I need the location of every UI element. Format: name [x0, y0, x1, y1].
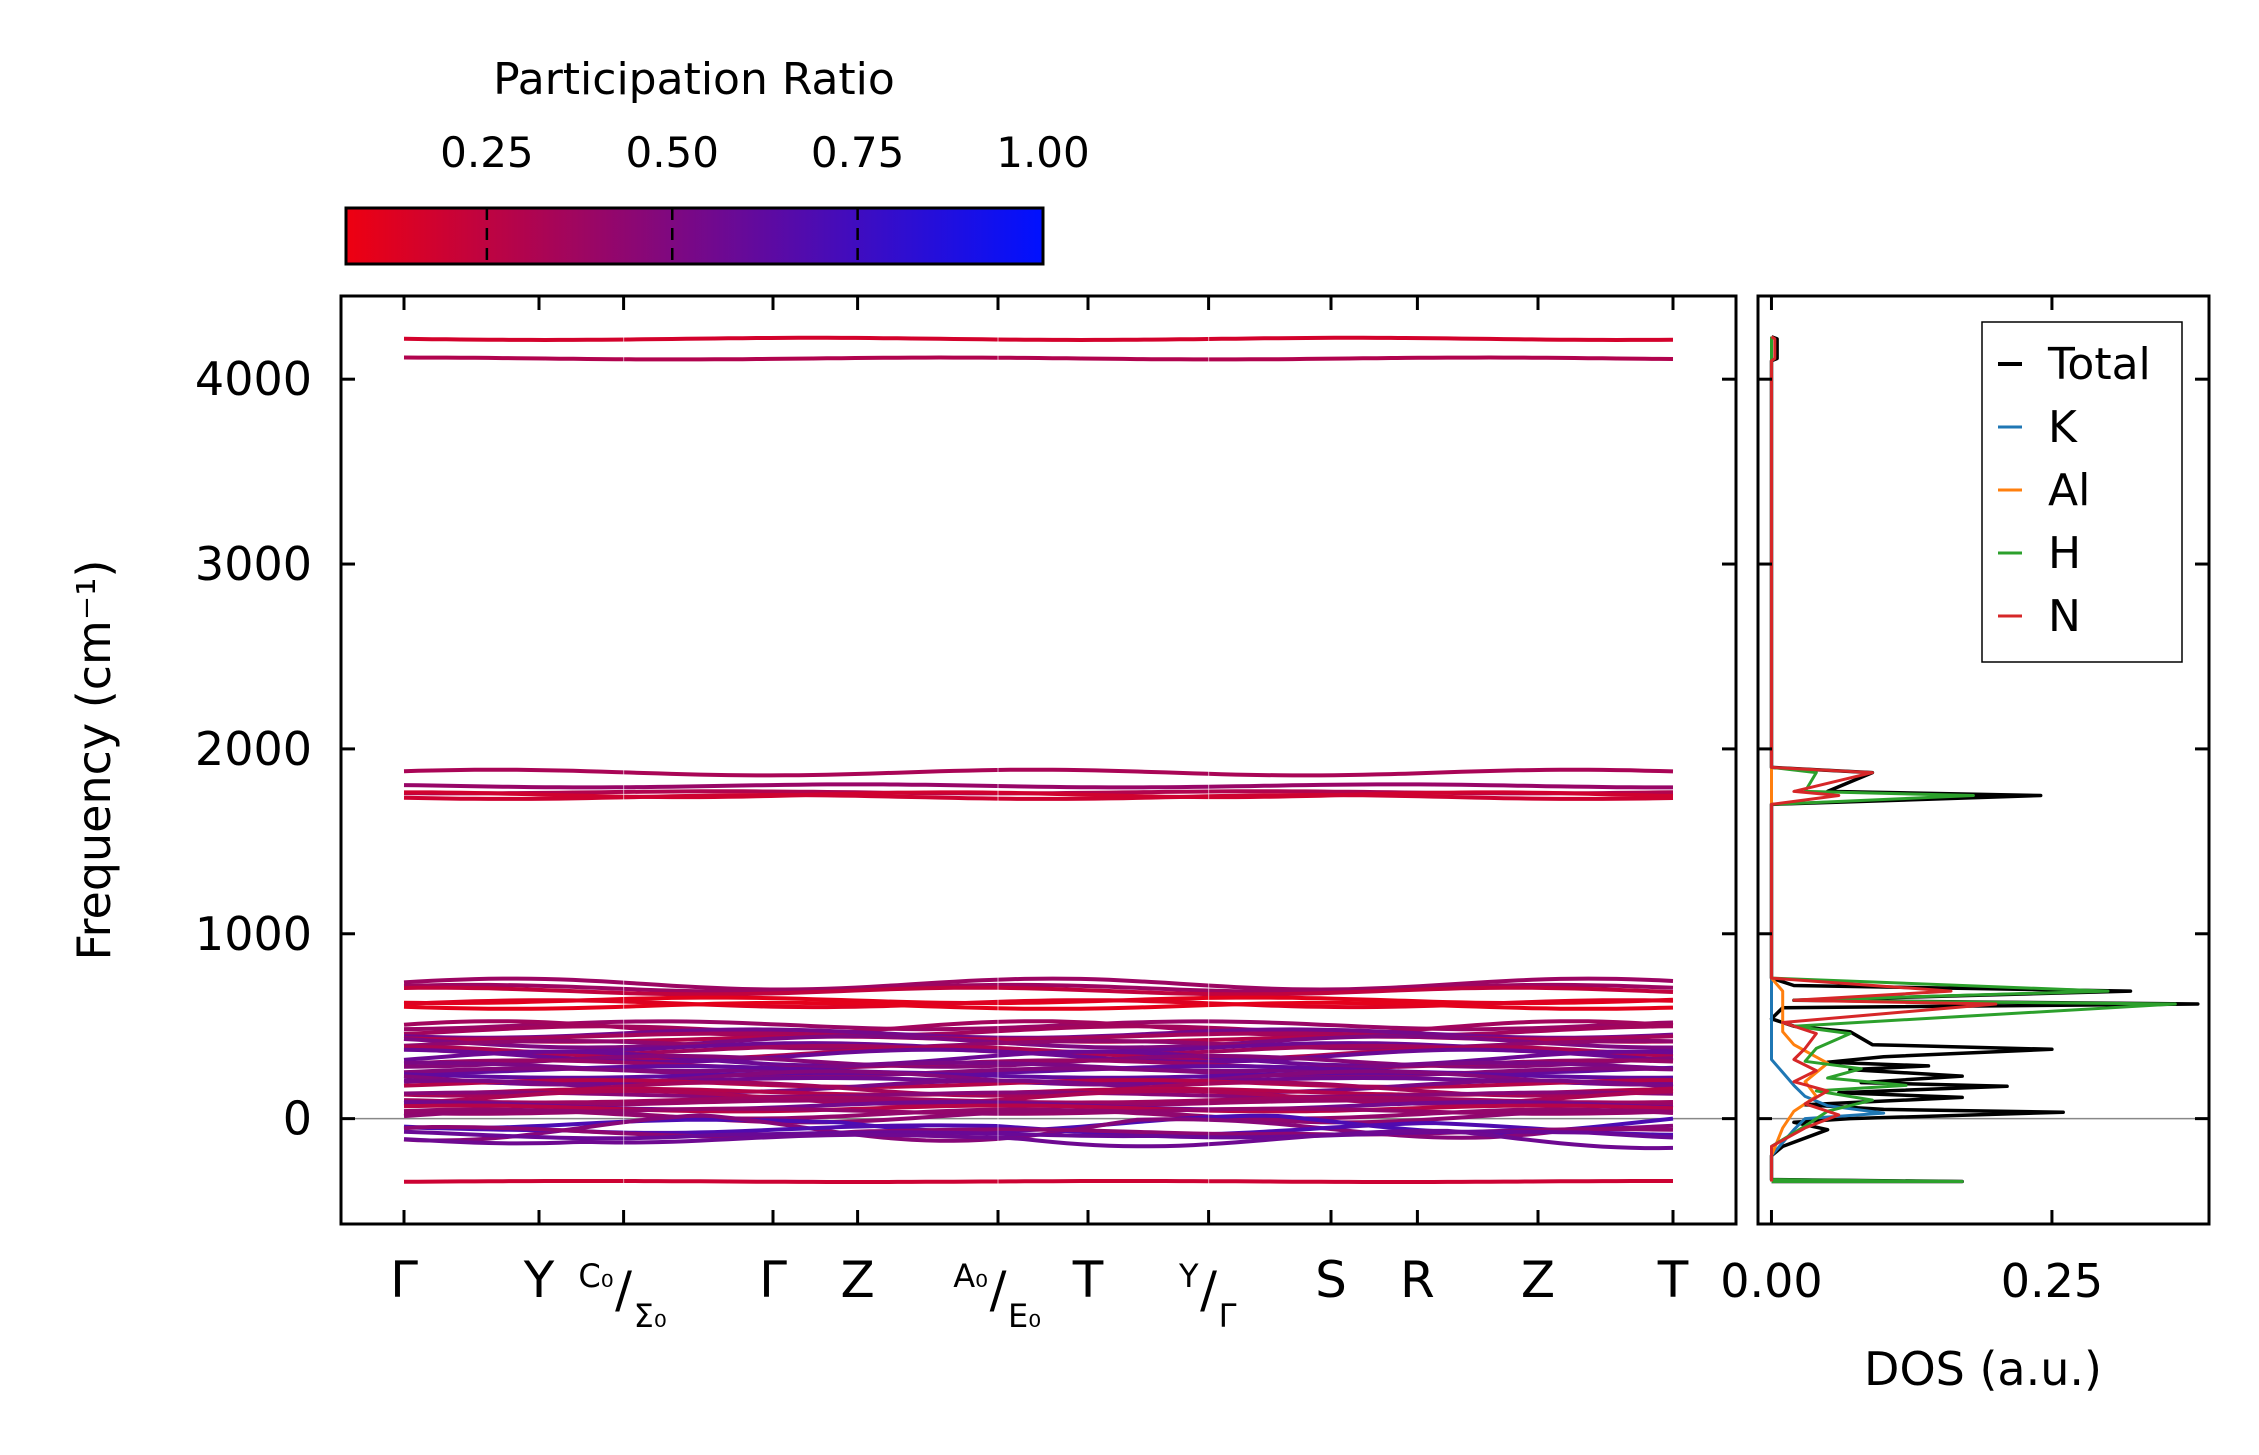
k-label: Z [840, 1251, 874, 1309]
dos-x-ticks: 0.00 0.25 [1720, 296, 2103, 1308]
k-label: Γ [390, 1251, 418, 1309]
dos-x-tick-label: 0.00 [1720, 1254, 1822, 1308]
band-y-ticks: 0 1000 2000 3000 4000 [195, 352, 1736, 1146]
k-label-sup: C₀ [578, 1257, 613, 1295]
legend-label: Al [2048, 465, 2090, 516]
colorbar-tick-label: 1.00 [996, 128, 1090, 177]
legend-label: H [2048, 528, 2081, 579]
band-line [403, 985, 1674, 997]
band-line [403, 1090, 1674, 1099]
legend-label: K [2048, 402, 2078, 453]
dos-series-h [1770, 336, 2177, 1183]
band-line [403, 1128, 1674, 1151]
dos-x-tick-label: 0.25 [2001, 1254, 2103, 1308]
legend-label: N [2048, 591, 2081, 642]
y-axis-label: Frequency (cm⁻¹) [67, 560, 121, 961]
dos-panel: 0.00 0.25 DOS (a.u.) Total K Al HN [1720, 294, 2211, 1396]
k-label-slash: / [615, 1261, 632, 1319]
k-label: Z [1521, 1251, 1555, 1309]
band-line [403, 1000, 1674, 1011]
dos-y-ticks [1758, 377, 2209, 1121]
band-line [403, 335, 1674, 343]
x-axis-label: DOS (a.u.) [1864, 1342, 2102, 1396]
dos-lines [1758, 335, 2209, 1184]
colorbar-gradient [344, 206, 1045, 266]
k-label-sub: Γ [1219, 1297, 1237, 1335]
band-line [403, 1108, 1674, 1125]
y-tick-label: 2000 [195, 722, 312, 776]
k-label-sub: Σ₀ [634, 1297, 667, 1335]
dos-series-n [1770, 335, 1998, 1182]
y-tick-label: 0 [283, 1092, 312, 1146]
k-label: Y [523, 1251, 555, 1309]
colorbar-ticks: 0.25 0.50 0.75 1.00 [440, 128, 1090, 264]
band-line [403, 793, 1674, 801]
dos-series-k [1770, 336, 1886, 1182]
y-tick-label: 4000 [195, 352, 312, 406]
k-label-slash: / [990, 1261, 1007, 1319]
dos-frame [1756, 294, 2211, 1226]
k-label-slash: / [1200, 1261, 1217, 1319]
k-label: S [1315, 1251, 1347, 1309]
band-line [403, 355, 1674, 362]
band-lines [341, 296, 1736, 1224]
colorbar-tick-label: 0.25 [440, 128, 534, 177]
legend-box [1981, 321, 2183, 663]
band-frame [339, 294, 1738, 1226]
band-line [403, 1034, 1673, 1050]
colorbar-title: Participation Ratio [493, 54, 895, 105]
band-line [403, 1179, 1673, 1184]
colorbar-tick-label: 0.50 [625, 128, 719, 177]
k-label: T [1657, 1251, 1689, 1309]
k-label: R [1400, 1251, 1435, 1309]
band-line [403, 1019, 1674, 1032]
k-label-sub: E₀ [1008, 1297, 1041, 1335]
dos-legend: Total K Al HN [1981, 321, 2183, 663]
band-line [403, 782, 1673, 790]
legend-label: Total [2047, 339, 2151, 390]
k-label-sup: A₀ [953, 1257, 988, 1295]
y-tick-label: 1000 [195, 907, 312, 961]
k-label: Γ [759, 1251, 787, 1309]
k-label-sup: Y [1178, 1257, 1199, 1295]
colorbar-tick-label: 0.75 [811, 128, 905, 177]
band-line [403, 976, 1674, 992]
colorbar: Participation Ratio 0.25 0.50 0.75 1.00 [344, 54, 1090, 266]
band-x-ticks: Γ Y C₀ / Σ₀Γ Z A₀ / E₀T Y / ΓS R Z T [390, 296, 1689, 1335]
k-label: T [1072, 1251, 1104, 1309]
y-tick-label: 3000 [195, 537, 312, 591]
band-line [403, 767, 1674, 778]
